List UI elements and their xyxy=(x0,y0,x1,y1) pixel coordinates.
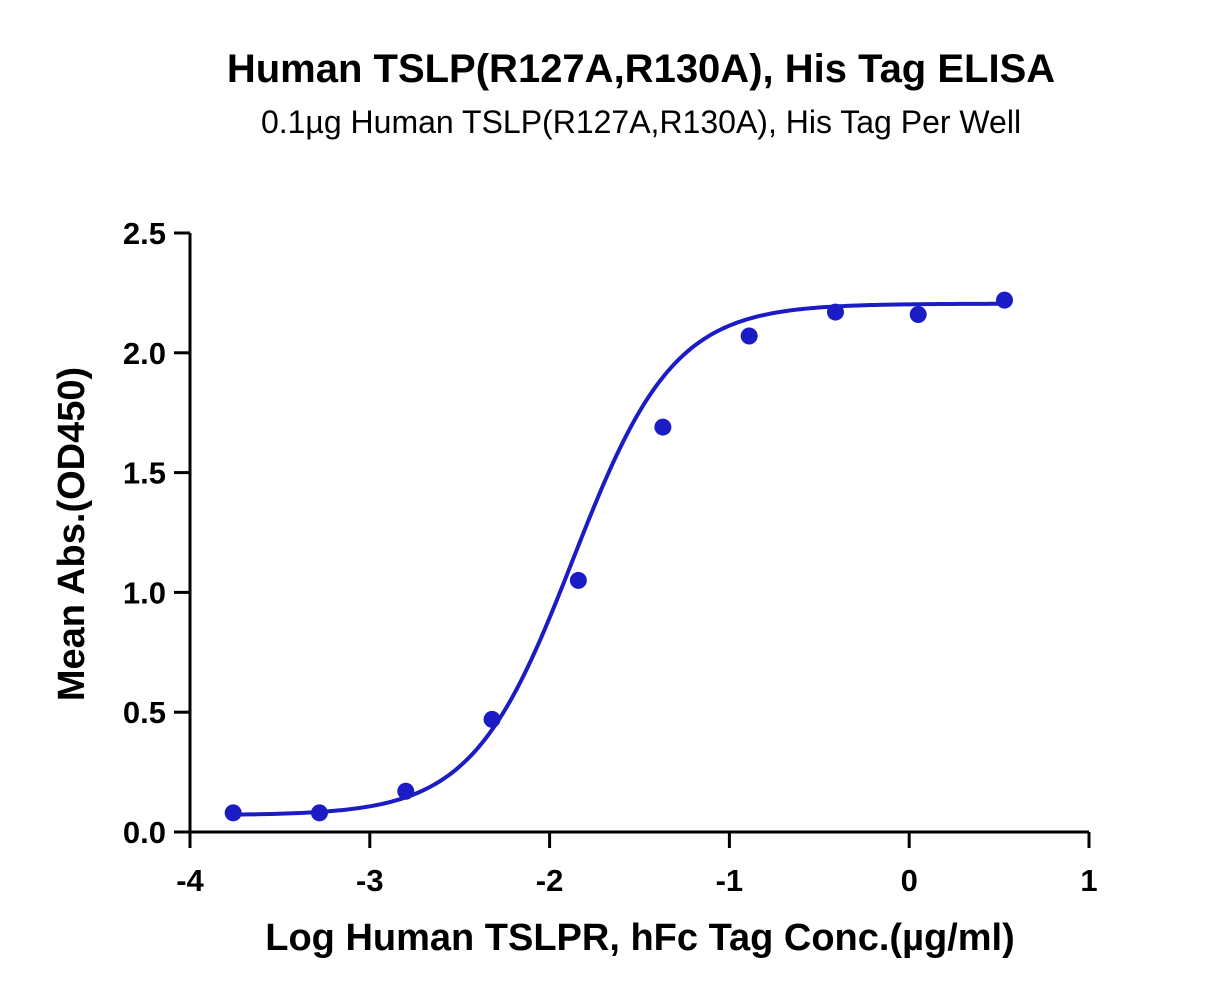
x-tick-label: -3 xyxy=(356,863,384,898)
data-point xyxy=(483,710,501,728)
chart-subtitle: 0.1µg Human TSLP(R127A,R130A), His Tag P… xyxy=(261,104,1021,140)
x-axis-ticks: -4 -3 -2 -1 0 1 xyxy=(176,832,1098,898)
x-tick-label: -2 xyxy=(536,863,564,898)
data-points xyxy=(224,291,1013,822)
data-point xyxy=(569,571,587,589)
axes xyxy=(188,233,1089,834)
x-axis-label: Log Human TSLPR, hFc Tag Conc.(µg/ml) xyxy=(265,917,1015,959)
y-tick-label: 2.0 xyxy=(123,336,166,371)
data-point xyxy=(654,418,672,436)
chart-title: Human TSLP(R127A,R130A), His Tag ELISA xyxy=(227,47,1055,91)
data-point xyxy=(826,303,844,321)
y-tick-label: 1.0 xyxy=(123,575,166,610)
x-tick-label: 0 xyxy=(901,863,918,898)
data-point xyxy=(909,305,927,323)
y-axis-ticks: 0.0 0.5 1.0 1.5 2.0 2.5 xyxy=(123,216,190,850)
x-tick-label: -1 xyxy=(716,863,744,898)
y-axis-label: Mean Abs.(OD450) xyxy=(51,367,93,701)
y-tick-label: 0.5 xyxy=(123,695,166,730)
data-point xyxy=(310,804,328,822)
y-tick-label: 1.5 xyxy=(123,456,166,491)
data-point xyxy=(397,782,415,800)
data-point xyxy=(740,327,758,345)
fit-curve xyxy=(233,301,1005,817)
data-point xyxy=(224,804,242,822)
x-tick-label: 1 xyxy=(1080,863,1097,898)
data-point xyxy=(995,291,1013,309)
y-tick-label: 0.0 xyxy=(123,815,166,850)
y-tick-label: 2.5 xyxy=(123,216,166,251)
x-tick-label: -4 xyxy=(176,863,204,898)
fit-curve-layer xyxy=(233,301,1005,817)
